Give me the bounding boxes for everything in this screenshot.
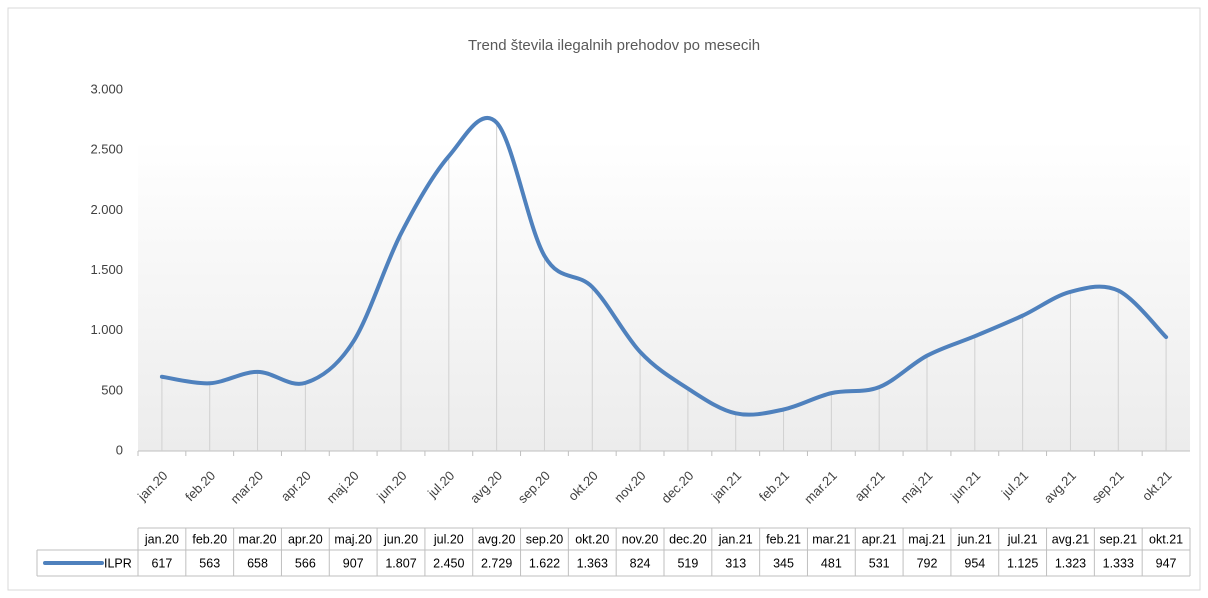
table-value: 658 [247,556,268,570]
y-tick-label: 500 [101,382,123,397]
table-header: nov.20 [622,532,659,546]
table-header: jul.20 [433,532,464,546]
y-tick-label: 2.500 [90,142,123,157]
table-value: 1.807 [385,556,416,570]
table-header: mar.21 [812,532,850,546]
y-tick-label: 0 [116,442,123,457]
table-header: sep.20 [526,532,564,546]
table-header: jan.20 [144,532,179,546]
table-value: 2.450 [433,556,464,570]
table-value: 907 [343,556,364,570]
table-value: 1.622 [529,556,560,570]
table-value: 1.125 [1007,556,1038,570]
y-tick-label: 1.500 [90,262,123,277]
table-value: 792 [917,556,938,570]
table-value: 313 [725,556,746,570]
table-header: dec.20 [669,532,707,546]
table-header: jan.21 [718,532,753,546]
table-header: feb.20 [192,532,227,546]
table-value: 2.729 [481,556,512,570]
table-value: 531 [869,556,890,570]
table-value: 824 [630,556,651,570]
table-value: 1.323 [1055,556,1086,570]
table-header: avg.21 [1052,532,1090,546]
legend-label: ILPR [104,556,132,570]
table-header: mar.20 [238,532,276,546]
data-table: jan.20 617 feb.20 563 mar.20 658 apr.20 566 maj.… [36,527,1191,577]
table-header: sep.21 [1100,532,1138,546]
chart-title: Trend števila ilegalnih prehodov po mese… [468,37,760,54]
table-value: 617 [151,556,172,570]
table-value: 1.333 [1103,556,1134,570]
y-tick-label: 1.000 [90,322,123,337]
table-header: jun.21 [957,532,992,546]
table-value: 566 [295,556,316,570]
series-line [159,115,1169,417]
table-header: maj.20 [334,532,372,546]
table-value: 345 [773,556,794,570]
table-header: apr.20 [288,532,323,546]
table-value: 954 [964,556,985,570]
table-value: 947 [1156,556,1177,570]
table-value: 1.363 [577,556,608,570]
table-header: jun.20 [383,532,418,546]
plot-background [138,140,1190,451]
table-header: okt.20 [575,532,609,546]
table-header: feb.21 [766,532,801,546]
table-header: okt.21 [1149,532,1183,546]
y-tick-label: 2.000 [90,202,123,217]
table-value: 519 [677,556,698,570]
y-tick-label: 3.000 [90,81,123,96]
table-header: apr.21 [862,532,897,546]
table-value: 481 [821,556,842,570]
table-header: jul.21 [1007,532,1038,546]
table-value: 563 [199,556,220,570]
table-header: avg.20 [478,532,516,546]
table-header: maj.21 [908,532,946,546]
